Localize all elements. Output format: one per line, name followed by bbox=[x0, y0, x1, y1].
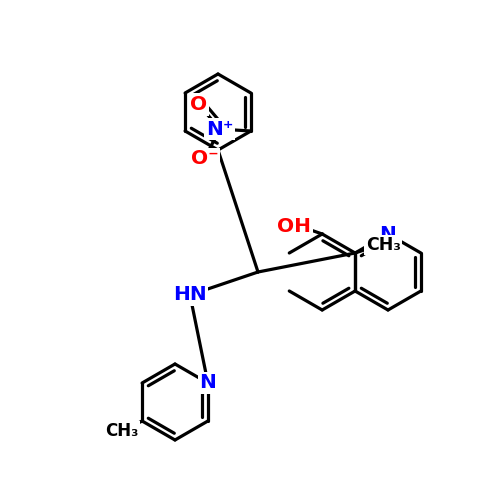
Text: CH₃: CH₃ bbox=[366, 236, 400, 254]
Text: O: O bbox=[190, 95, 208, 114]
Text: N: N bbox=[380, 224, 396, 244]
Text: N⁺: N⁺ bbox=[206, 120, 234, 139]
Text: N: N bbox=[200, 374, 216, 392]
Text: O⁻: O⁻ bbox=[190, 149, 218, 168]
Text: CH₃: CH₃ bbox=[106, 422, 139, 440]
Text: OH: OH bbox=[277, 216, 311, 236]
Text: HN: HN bbox=[173, 286, 207, 304]
